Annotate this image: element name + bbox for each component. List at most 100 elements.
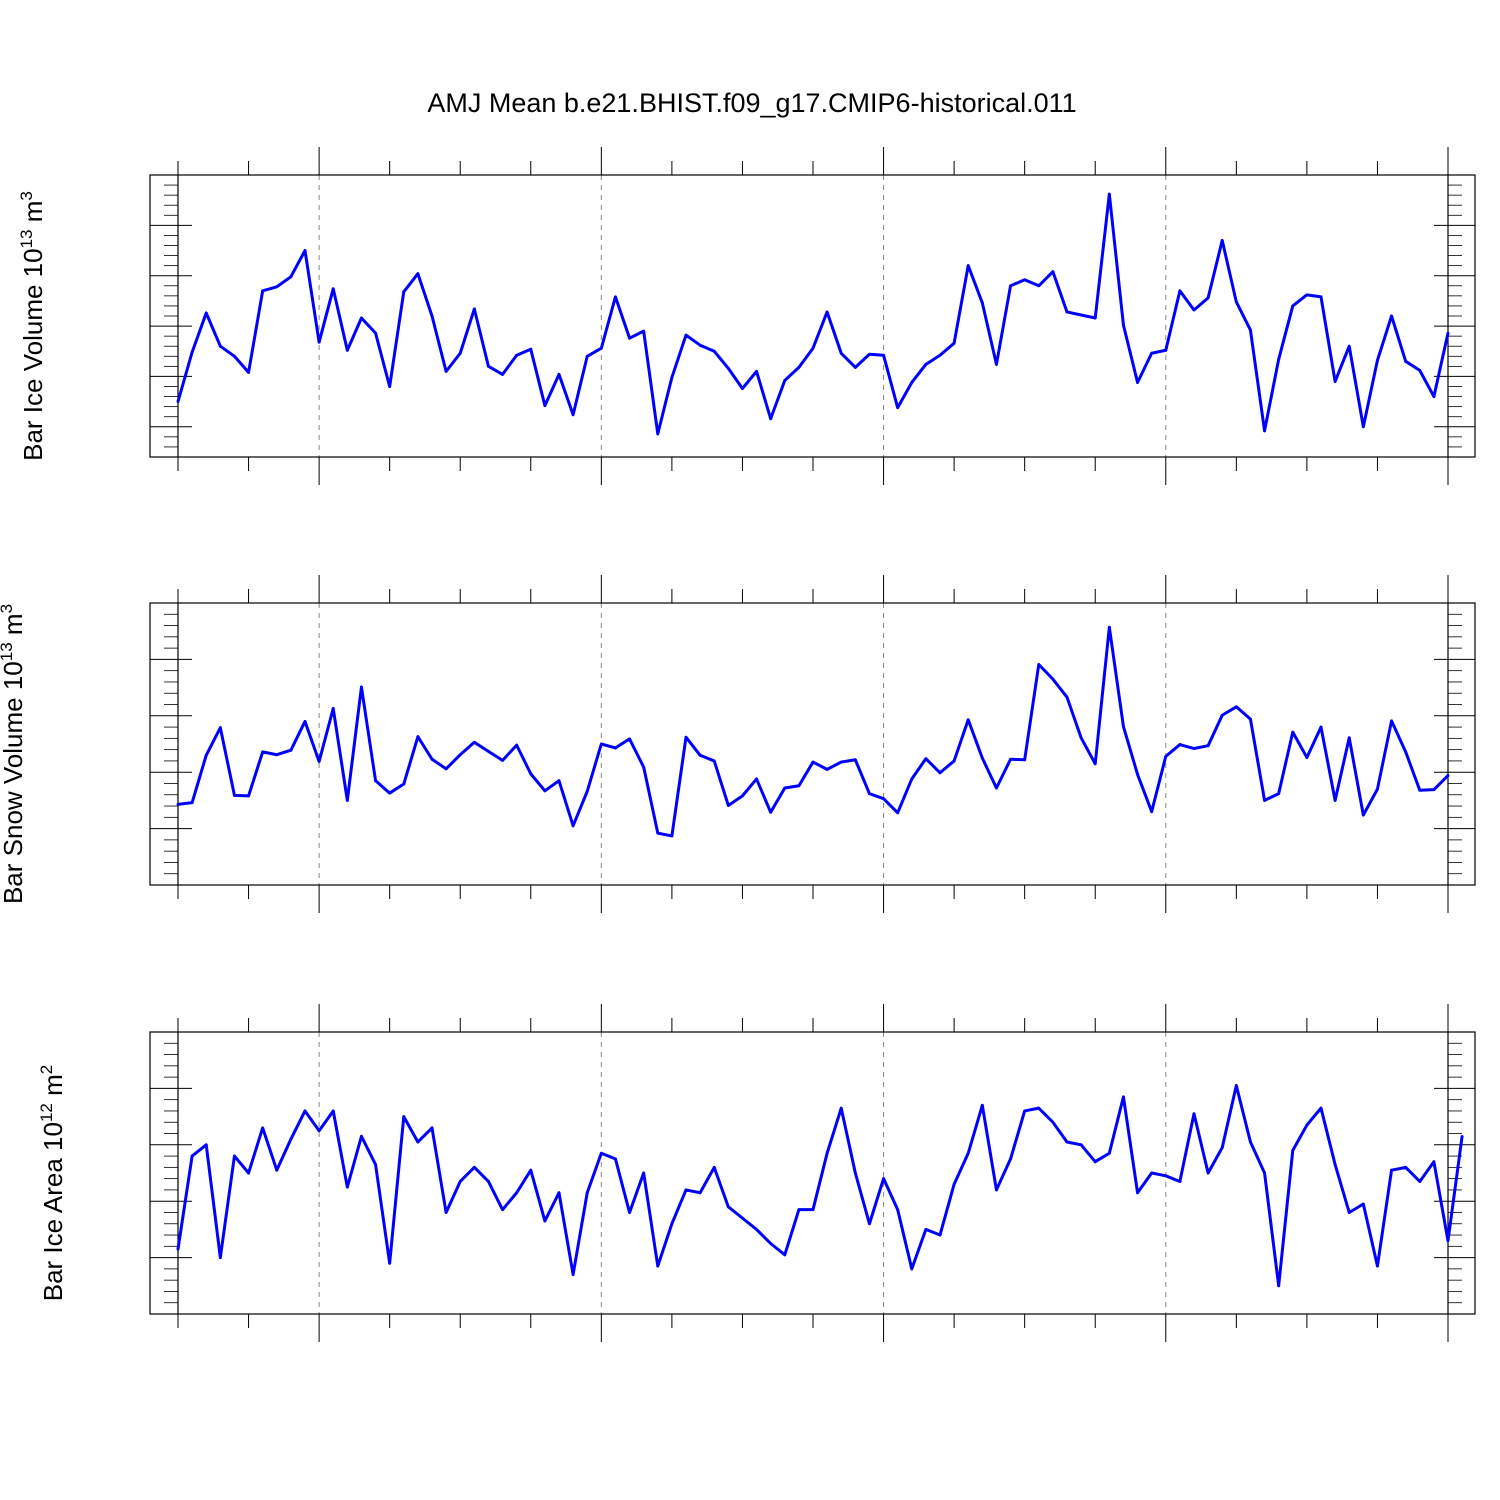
- data-point: [1460, 1134, 1464, 1138]
- y-axis-label-unit-exp: 2: [37, 1065, 56, 1074]
- y-axis-label-unit: m: [0, 613, 28, 642]
- data-point: [769, 417, 773, 421]
- data-point: [896, 811, 900, 815]
- data-point: [1122, 1095, 1125, 1099]
- data-point: [1009, 757, 1012, 761]
- data-point: [924, 1228, 928, 1231]
- data-point: [360, 685, 363, 689]
- data-point: [1361, 425, 1365, 429]
- data-point: [712, 759, 716, 763]
- data-point: [741, 1216, 744, 1220]
- data-point: [1319, 295, 1323, 299]
- data-point: [1122, 725, 1125, 728]
- data-point: [1418, 1180, 1422, 1183]
- data-point: [416, 272, 420, 276]
- data-point: [1234, 705, 1238, 709]
- data-point: [1305, 293, 1309, 297]
- data-point: [1023, 1109, 1027, 1113]
- data-point: [1376, 1264, 1379, 1268]
- panel-3: Bar Ice Area 1012 m2: [37, 1004, 1476, 1342]
- data-point: [952, 1182, 956, 1186]
- data-point: [1136, 1191, 1139, 1195]
- data-point: [656, 1264, 660, 1268]
- data-point: [642, 329, 646, 333]
- data-point: [487, 364, 490, 368]
- data-point: [543, 404, 547, 408]
- data-point: [938, 771, 942, 775]
- data-point: [599, 1151, 603, 1155]
- data-point: [1361, 1202, 1365, 1206]
- panel-2: Bar Snow Volume 1013 m3: [0, 575, 1476, 913]
- data-point: [1347, 736, 1351, 740]
- data-point: [458, 1180, 462, 1183]
- data-point: [755, 369, 758, 373]
- data-point: [444, 1211, 448, 1214]
- data-point: [571, 1273, 575, 1276]
- data-point: [275, 1168, 279, 1172]
- data-point: [176, 400, 180, 404]
- data-point: [1150, 1171, 1154, 1175]
- data-point: [868, 352, 871, 356]
- data-point: [910, 381, 914, 384]
- data-point: [515, 353, 519, 357]
- data-point: [345, 799, 349, 802]
- data-point: [289, 1137, 293, 1141]
- y-axis-label-unit-exp: 3: [0, 604, 16, 613]
- data-point: [599, 742, 603, 746]
- data-point: [670, 1222, 674, 1226]
- data-point: [1065, 310, 1069, 314]
- data-point: [1220, 713, 1224, 717]
- data-point: [797, 784, 801, 788]
- data-point: [684, 735, 688, 739]
- data-point: [1305, 1123, 1309, 1127]
- data-point: [924, 757, 928, 761]
- data-point: [289, 748, 293, 752]
- data-point: [755, 1228, 758, 1231]
- data-point: [275, 285, 279, 289]
- data-point: [712, 1165, 716, 1169]
- data-point: [1291, 304, 1295, 308]
- data-point: [529, 1168, 533, 1172]
- data-point: [261, 289, 265, 293]
- data-point: [1234, 300, 1238, 304]
- y-axis-label-exp: 13: [0, 642, 16, 661]
- data-point: [783, 786, 787, 790]
- axes-frame: [149, 174, 1476, 458]
- data-point: [1164, 755, 1168, 758]
- data-point: [303, 720, 307, 723]
- data-point: [938, 1233, 942, 1237]
- data-point: [980, 301, 984, 305]
- data-point: [614, 746, 617, 750]
- data-point: [472, 307, 476, 311]
- data-point: [1107, 625, 1111, 629]
- y-axis-label-base: Bar Snow Volume 10: [0, 661, 28, 904]
- data-point: [1009, 284, 1012, 288]
- data-point: [275, 753, 279, 757]
- data-point: [1277, 792, 1281, 796]
- data-point: [233, 1154, 236, 1158]
- data-point: [952, 759, 956, 763]
- data-point: [698, 753, 702, 757]
- data-point: [783, 1253, 787, 1257]
- data-point: [614, 1157, 617, 1161]
- data-point: [1079, 1143, 1083, 1147]
- data-point: [1136, 381, 1139, 384]
- data-point: [1220, 1146, 1224, 1150]
- data-point: [190, 1154, 194, 1158]
- data-point: [741, 794, 744, 798]
- data-point: [303, 1109, 307, 1113]
- data-point: [980, 756, 984, 760]
- data-point: [1376, 358, 1379, 362]
- data-point: [1164, 1174, 1168, 1178]
- data-point: [388, 1261, 392, 1265]
- data-point: [1333, 1163, 1337, 1166]
- data-point: [769, 810, 773, 814]
- data-point: [811, 760, 815, 764]
- data-point: [1277, 357, 1281, 361]
- data-point: [1319, 725, 1323, 729]
- data-point: [726, 366, 730, 370]
- data-point: [839, 351, 843, 355]
- series-line-1: [177, 625, 1450, 838]
- y-axis-label-base: Bar Ice Volume 10: [18, 248, 48, 460]
- data-point: [853, 365, 857, 369]
